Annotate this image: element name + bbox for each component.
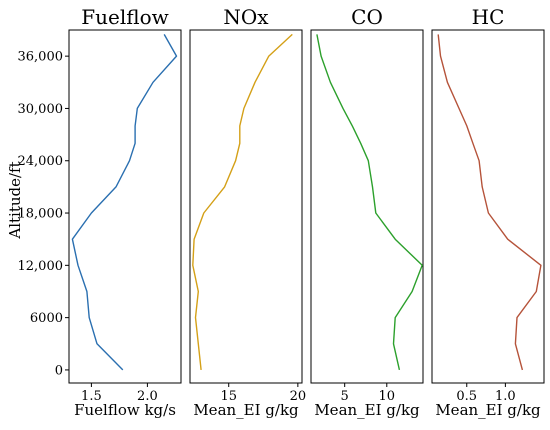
panel-frame (431, 29, 545, 384)
series-line-nox (192, 33, 293, 370)
x-tick-label: 15 (220, 389, 237, 404)
x-tick-label: 2.0 (137, 389, 158, 404)
x-tick-label: 5 (341, 389, 349, 404)
y-tick-label: 24,000 (18, 154, 64, 169)
panel-title: CO (351, 5, 383, 29)
series-line-hc (437, 34, 542, 371)
panel-title: Fuelflow (81, 5, 169, 29)
x-axis-label: Mean_EI g/kg (435, 401, 541, 419)
x-tick-label: 1.5 (81, 389, 102, 404)
y-tick-label: 12,000 (18, 259, 64, 274)
x-axis-label: Fuelflow kg/s (74, 401, 176, 419)
x-tick-label: 0.5 (456, 389, 477, 404)
panel-title: HC (472, 5, 505, 29)
series-line-fuelflow (71, 34, 178, 371)
series-line-co (316, 34, 423, 371)
panel-title: NOx (223, 5, 269, 29)
panel-frame (68, 29, 182, 384)
y-tick-label: 6000 (30, 311, 63, 326)
y-tick-label: 36,000 (18, 50, 64, 65)
x-tick-label: 1.0 (495, 389, 516, 404)
x-axis-label: Mean_EI g/kg (193, 401, 299, 419)
y-axis-label: Altitude/ft (6, 161, 24, 239)
x-axis-label: Mean_EI g/kg (314, 401, 420, 419)
y-tick-label: 30,000 (18, 102, 64, 117)
y-tick-label: 0 (55, 363, 63, 378)
x-tick-label: 10 (379, 389, 396, 404)
x-tick-label: 20 (290, 389, 307, 404)
y-tick-label: 18,000 (18, 207, 64, 222)
panel-frame (310, 29, 424, 384)
panel-frame (189, 29, 303, 384)
